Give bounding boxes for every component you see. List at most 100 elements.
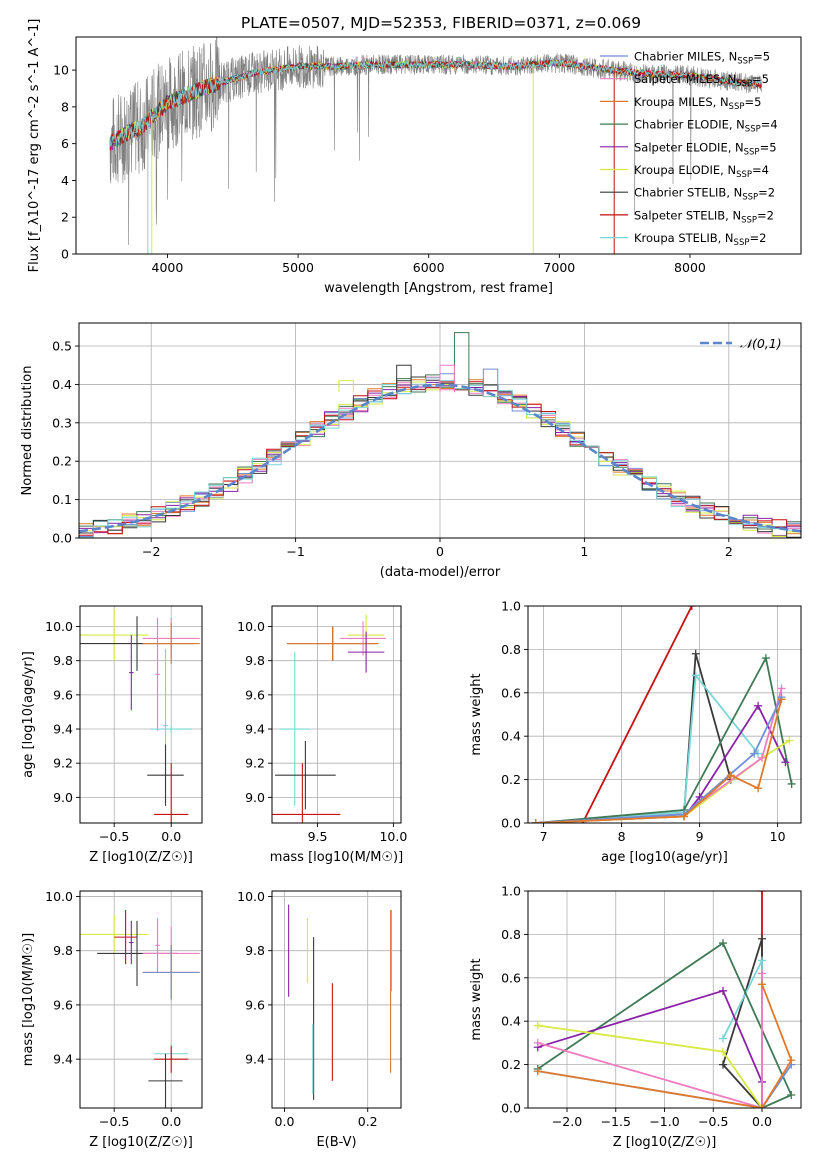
legend-suffix-7: =2 (757, 208, 774, 222)
legend-sub-6: SSP (742, 193, 758, 203)
hist-spike-2 (439, 364, 455, 393)
legend-sub-8: SSP (734, 238, 750, 248)
legend-suffix-5: =4 (752, 163, 769, 177)
weight_vs_age-marker-8-4 (777, 695, 786, 704)
residuals-xtick-label-0: −2 (142, 544, 160, 559)
spectrum-frame (75, 36, 802, 255)
legend-entry-3: Chabrier ELODIE, NSSP=4 (634, 118, 778, 135)
weight_vs_Z-marker-3-1 (719, 939, 727, 948)
legend-sub-2: SSP (729, 102, 745, 112)
legend-entry-0: Chabrier MILES, NSSP=5 (634, 50, 770, 67)
weight_vs_Z-plot-area (533, 891, 796, 1108)
spectrum-xtick-label-1: 5000 (282, 260, 314, 275)
weight_vs_Z-marker-8-3 (758, 980, 766, 989)
spectrum-xtick-label-0: 4000 (152, 260, 184, 275)
age_vs_Z-xtick-label-1: 0.0 (161, 829, 181, 844)
mass_vs_Z-xtick-label-1: 0.0 (161, 1114, 181, 1129)
weight_vs_Z-xlabel: Z [log10(Z/Z☉)] (613, 1135, 717, 1150)
weight_vs_age-series-chab_elodie (535, 655, 793, 823)
age_vs_Z-ytick-label-0: 9.0 (53, 790, 73, 805)
residuals-ytick-label-1: 0.1 (52, 492, 72, 507)
mass_vs_Z-frame (79, 890, 203, 1109)
weight_vs_age-marker-8-2 (726, 771, 735, 780)
hist-spike-4 (338, 380, 354, 393)
age_vs_Z-plot-area (80, 609, 200, 823)
weight_vs_age-series-chab_miles (535, 696, 783, 823)
weight_vs_Z-marker-5-1 (719, 1047, 727, 1056)
mass_vs_Z-xtick-label-0: −0.5 (99, 1114, 129, 1129)
legend-entry-6: Chabrier STELIB, NSSP=2 (634, 186, 775, 203)
residuals-ylabel: Normed distribution (20, 366, 35, 496)
mass_vs_ebv-xlabel: E(B-V) (316, 1135, 356, 1150)
weight_vs_age-marker-4-3 (754, 701, 763, 710)
weight_vs_age-series-salp_stelib (581, 606, 693, 823)
spectrum-model-salp_stelib (109, 59, 762, 152)
age_vs_Z-ylabel: age [log10(age/yr)] (21, 651, 36, 778)
weight_vs_Z-marker-2-1 (758, 956, 766, 965)
legend-suffix-8: =2 (749, 231, 766, 245)
spectrum-ytick-label-5: 10 (53, 63, 69, 78)
mass_vs_Z-ytick-label-0: 9.4 (53, 1052, 73, 1067)
weight_vs_age-ytick-label-1: 0.2 (501, 772, 521, 787)
age_vs_mass-ytick-label-1: 9.2 (245, 756, 265, 771)
weight_vs_age-ytick-label-4: 0.8 (501, 642, 521, 657)
weight_vs_age-series-krou_stelib (535, 673, 759, 823)
weight_vs_age-marker-0-1 (687, 606, 696, 610)
residuals-panel: −2 −1 0 1 2 0.0 0.1 0.2 0.3 0.4 0.5 (data-model)/er… (20, 322, 802, 580)
legend-label-1: Salpeter MILES, N (634, 72, 736, 86)
age_vs_mass-ytick-label-5: 10.0 (237, 619, 265, 634)
weight_vs_Z-marker-4-1 (719, 986, 727, 995)
spectrum-xlabel: wavelength [Angstrom, rest frame] (324, 281, 553, 296)
legend-suffix-6: =2 (758, 186, 775, 200)
age_vs_mass-panel: 9.5 10.0 9.0 9.2 9.4 9.6 9.8 10.0 mass [log10(M/… (237, 605, 407, 865)
mass_vs_Z-ytick-label-1: 9.6 (53, 997, 73, 1012)
legend-entry-5: Kroupa ELODIE, NSSP=4 (634, 163, 769, 180)
figure-title: PLATE=0507, MJD=52353, FIBERID=0371, z=0… (241, 14, 641, 32)
weight_vs_age-marker-6-2 (758, 753, 766, 762)
age_vs_Z-xtick-label-0: −0.5 (99, 829, 129, 844)
legend-entry-7: Salpeter STELIB, NSSP=2 (634, 208, 774, 225)
weight_vs_age-ylabel: mass weight (469, 673, 484, 755)
weight_vs_age-marker-3-3 (787, 779, 796, 788)
mass_vs_ebv-plot-area (288, 904, 392, 1100)
spectrum-ylabel: Flux [f_λ10^-17 erg cm^-2 s^-1 A^-1] (27, 19, 42, 273)
spectrum-ytick-label-1: 2 (61, 210, 69, 225)
weight_vs_age-panel: 7 8 9 10 0.0 0.2 0.4 0.6 0.8 1.0 age [log10(age/yr… (469, 599, 802, 865)
hist-spike-3 (396, 364, 412, 393)
hist-spike-1 (482, 368, 499, 393)
weight_vs_Z-xtick-label-1: −1.5 (601, 1114, 631, 1129)
mass_vs_Z-ytick-label-2: 9.8 (53, 943, 73, 958)
weight_vs_age-xtick-label-1: 8 (618, 829, 626, 844)
legend-sub-4: SSP (744, 147, 760, 157)
weight_vs_age-marker-8-3 (754, 784, 763, 793)
legend-suffix-0: =5 (753, 50, 770, 64)
weight_vs_age-xlabel: age [log10(age/yr)] (601, 850, 728, 865)
weight_vs_Z-series-krou_miles (537, 983, 793, 1108)
residuals-legend: 𝒩(0,1) (700, 336, 782, 351)
spectrum-legend: Chabrier MILES, NSSP=5 Salpeter MILES, N S… (600, 50, 778, 248)
residuals-ytick-label-5: 0.5 (52, 339, 72, 354)
normal-legend-label: 𝒩(0,1) (740, 336, 782, 351)
age_vs_mass-ytick-label-0: 9.0 (245, 790, 265, 805)
weight_vs_age-plot-area (531, 606, 796, 823)
age_vs_mass-xlabel: mass [log10(M/M☉)] (270, 850, 403, 865)
weight_vs_Z-xtick-label-0: −2.0 (552, 1114, 582, 1129)
weight_vs_age-marker-7-2 (750, 749, 759, 758)
residuals-xtick-label-4: 2 (725, 544, 733, 559)
normal-curve (79, 383, 801, 533)
age_vs_mass-xtick-label-1: 10.0 (379, 829, 407, 844)
legend-sub-3: SSP (745, 125, 761, 135)
spectrum-plot-area (109, 37, 763, 254)
weight_vs_age-ytick-label-2: 0.4 (501, 729, 521, 744)
mass_vs_ebv-ytick-label-1: 9.6 (245, 997, 265, 1012)
weight_vs_age-marker-6-3 (777, 684, 786, 693)
mass_vs_ebv-ytick-label-3: 10.0 (237, 889, 265, 904)
legend-entry-4: Salpeter ELODIE, NSSP=5 (634, 140, 777, 157)
weight_vs_Z-ytick-label-4: 0.8 (501, 927, 521, 942)
weight_vs_age-series-krou_elodie (535, 739, 790, 823)
weight_vs_age-ytick-label-3: 0.6 (501, 685, 521, 700)
spectrum-xtick-label-4: 8000 (674, 260, 706, 275)
legend-label-7: Salpeter STELIB, N (634, 208, 741, 222)
weight_vs_Z-marker-8-1 (758, 1104, 766, 1108)
